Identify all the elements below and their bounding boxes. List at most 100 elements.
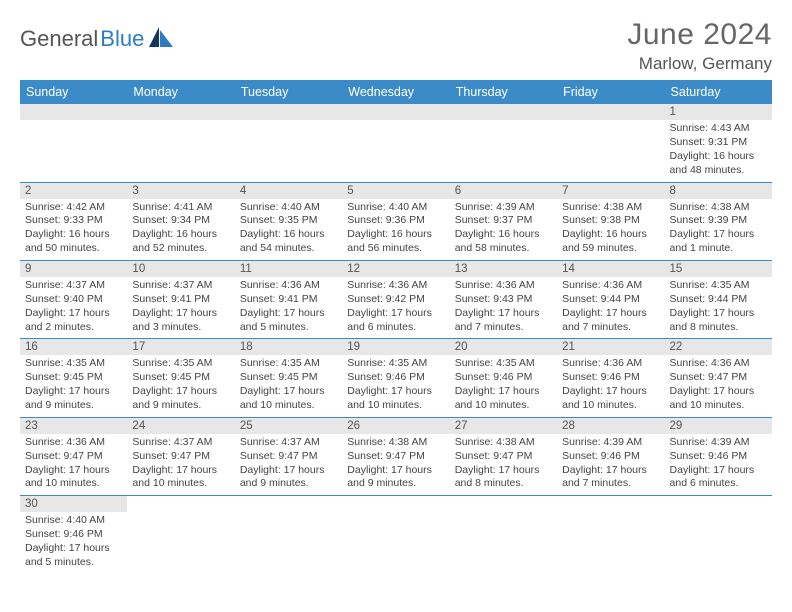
day-number xyxy=(127,104,234,120)
day-number xyxy=(342,104,449,120)
calendar-cell: 14Sunrise: 4:36 AMSunset: 9:44 PMDayligh… xyxy=(557,260,664,338)
calendar-cell xyxy=(450,104,557,182)
calendar-cell: 27Sunrise: 4:38 AMSunset: 9:47 PMDayligh… xyxy=(450,417,557,495)
day-number xyxy=(235,104,342,120)
day-number: 14 xyxy=(557,261,664,277)
day-number: 27 xyxy=(450,418,557,434)
day-number: 1 xyxy=(665,104,772,120)
title-block: June 2024 Marlow, Germany xyxy=(627,18,772,74)
day-info: Sunrise: 4:36 AMSunset: 9:47 PMDaylight:… xyxy=(665,355,772,416)
calendar-row: 30Sunrise: 4:40 AMSunset: 9:46 PMDayligh… xyxy=(20,496,772,574)
calendar-cell xyxy=(20,104,127,182)
calendar-cell xyxy=(342,104,449,182)
calendar-cell: 11Sunrise: 4:36 AMSunset: 9:41 PMDayligh… xyxy=(235,260,342,338)
day-number: 15 xyxy=(665,261,772,277)
day-info: Sunrise: 4:38 AMSunset: 9:38 PMDaylight:… xyxy=(557,199,664,260)
calendar-cell: 23Sunrise: 4:36 AMSunset: 9:47 PMDayligh… xyxy=(20,417,127,495)
calendar-cell: 24Sunrise: 4:37 AMSunset: 9:47 PMDayligh… xyxy=(127,417,234,495)
day-info: Sunrise: 4:38 AMSunset: 9:47 PMDaylight:… xyxy=(342,434,449,495)
day-info: Sunrise: 4:35 AMSunset: 9:45 PMDaylight:… xyxy=(235,355,342,416)
page-header: GeneralBlue June 2024 Marlow, Germany xyxy=(20,18,772,74)
day-number: 11 xyxy=(235,261,342,277)
calendar-row: 2Sunrise: 4:42 AMSunset: 9:33 PMDaylight… xyxy=(20,182,772,260)
day-number: 18 xyxy=(235,339,342,355)
calendar-cell: 16Sunrise: 4:35 AMSunset: 9:45 PMDayligh… xyxy=(20,339,127,417)
calendar-row: 16Sunrise: 4:35 AMSunset: 9:45 PMDayligh… xyxy=(20,339,772,417)
calendar-cell: 9Sunrise: 4:37 AMSunset: 9:40 PMDaylight… xyxy=(20,260,127,338)
day-info: Sunrise: 4:36 AMSunset: 9:44 PMDaylight:… xyxy=(557,277,664,338)
day-info: Sunrise: 4:37 AMSunset: 9:41 PMDaylight:… xyxy=(127,277,234,338)
day-number: 19 xyxy=(342,339,449,355)
day-number: 24 xyxy=(127,418,234,434)
calendar-cell: 8Sunrise: 4:38 AMSunset: 9:39 PMDaylight… xyxy=(665,182,772,260)
day-info: Sunrise: 4:37 AMSunset: 9:40 PMDaylight:… xyxy=(20,277,127,338)
calendar-table: SundayMondayTuesdayWednesdayThursdayFrid… xyxy=(20,80,772,574)
day-info: Sunrise: 4:35 AMSunset: 9:44 PMDaylight:… xyxy=(665,277,772,338)
day-number: 4 xyxy=(235,183,342,199)
calendar-cell xyxy=(127,104,234,182)
day-number xyxy=(20,104,127,120)
calendar-cell: 15Sunrise: 4:35 AMSunset: 9:44 PMDayligh… xyxy=(665,260,772,338)
calendar-cell: 21Sunrise: 4:36 AMSunset: 9:46 PMDayligh… xyxy=(557,339,664,417)
day-info: Sunrise: 4:36 AMSunset: 9:42 PMDaylight:… xyxy=(342,277,449,338)
day-number: 29 xyxy=(665,418,772,434)
calendar-cell: 7Sunrise: 4:38 AMSunset: 9:38 PMDaylight… xyxy=(557,182,664,260)
calendar-cell: 4Sunrise: 4:40 AMSunset: 9:35 PMDaylight… xyxy=(235,182,342,260)
day-number: 13 xyxy=(450,261,557,277)
day-info: Sunrise: 4:42 AMSunset: 9:33 PMDaylight:… xyxy=(20,199,127,260)
calendar-row: 9Sunrise: 4:37 AMSunset: 9:40 PMDaylight… xyxy=(20,260,772,338)
day-info: Sunrise: 4:37 AMSunset: 9:47 PMDaylight:… xyxy=(127,434,234,495)
calendar-cell: 20Sunrise: 4:35 AMSunset: 9:46 PMDayligh… xyxy=(450,339,557,417)
calendar-cell: 5Sunrise: 4:40 AMSunset: 9:36 PMDaylight… xyxy=(342,182,449,260)
calendar-cell: 12Sunrise: 4:36 AMSunset: 9:42 PMDayligh… xyxy=(342,260,449,338)
day-info: Sunrise: 4:36 AMSunset: 9:41 PMDaylight:… xyxy=(235,277,342,338)
month-title: June 2024 xyxy=(627,18,772,52)
weekday-header: Thursday xyxy=(450,80,557,104)
logo-sail-icon xyxy=(149,27,175,47)
calendar-cell: 22Sunrise: 4:36 AMSunset: 9:47 PMDayligh… xyxy=(665,339,772,417)
calendar-cell: 13Sunrise: 4:36 AMSunset: 9:43 PMDayligh… xyxy=(450,260,557,338)
day-number: 10 xyxy=(127,261,234,277)
day-number: 3 xyxy=(127,183,234,199)
day-info: Sunrise: 4:43 AMSunset: 9:31 PMDaylight:… xyxy=(665,120,772,181)
day-number: 16 xyxy=(20,339,127,355)
calendar-cell xyxy=(127,496,234,574)
calendar-cell xyxy=(450,496,557,574)
calendar-row: 1Sunrise: 4:43 AMSunset: 9:31 PMDaylight… xyxy=(20,104,772,182)
day-info: Sunrise: 4:41 AMSunset: 9:34 PMDaylight:… xyxy=(127,199,234,260)
day-number: 23 xyxy=(20,418,127,434)
day-info: Sunrise: 4:38 AMSunset: 9:47 PMDaylight:… xyxy=(450,434,557,495)
calendar-cell: 2Sunrise: 4:42 AMSunset: 9:33 PMDaylight… xyxy=(20,182,127,260)
calendar-cell: 19Sunrise: 4:35 AMSunset: 9:46 PMDayligh… xyxy=(342,339,449,417)
day-info: Sunrise: 4:35 AMSunset: 9:45 PMDaylight:… xyxy=(20,355,127,416)
day-number: 9 xyxy=(20,261,127,277)
weekday-header: Monday xyxy=(127,80,234,104)
day-number: 28 xyxy=(557,418,664,434)
day-number: 8 xyxy=(665,183,772,199)
day-number: 12 xyxy=(342,261,449,277)
calendar-cell: 10Sunrise: 4:37 AMSunset: 9:41 PMDayligh… xyxy=(127,260,234,338)
day-info: Sunrise: 4:39 AMSunset: 9:46 PMDaylight:… xyxy=(557,434,664,495)
day-number: 5 xyxy=(342,183,449,199)
day-number: 22 xyxy=(665,339,772,355)
day-info: Sunrise: 4:38 AMSunset: 9:39 PMDaylight:… xyxy=(665,199,772,260)
calendar-cell: 3Sunrise: 4:41 AMSunset: 9:34 PMDaylight… xyxy=(127,182,234,260)
day-info: Sunrise: 4:39 AMSunset: 9:46 PMDaylight:… xyxy=(665,434,772,495)
calendar-cell xyxy=(235,104,342,182)
calendar-cell xyxy=(235,496,342,574)
calendar-cell: 1Sunrise: 4:43 AMSunset: 9:31 PMDaylight… xyxy=(665,104,772,182)
day-number: 6 xyxy=(450,183,557,199)
calendar-cell: 25Sunrise: 4:37 AMSunset: 9:47 PMDayligh… xyxy=(235,417,342,495)
weekday-header: Friday xyxy=(557,80,664,104)
calendar-cell: 28Sunrise: 4:39 AMSunset: 9:46 PMDayligh… xyxy=(557,417,664,495)
weekday-header: Wednesday xyxy=(342,80,449,104)
day-number: 7 xyxy=(557,183,664,199)
calendar-cell xyxy=(557,496,664,574)
logo-word-b: Blue xyxy=(100,26,144,52)
day-info: Sunrise: 4:40 AMSunset: 9:36 PMDaylight:… xyxy=(342,199,449,260)
weekday-header: Sunday xyxy=(20,80,127,104)
calendar-cell xyxy=(342,496,449,574)
day-number: 20 xyxy=(450,339,557,355)
calendar-cell: 6Sunrise: 4:39 AMSunset: 9:37 PMDaylight… xyxy=(450,182,557,260)
day-info: Sunrise: 4:39 AMSunset: 9:37 PMDaylight:… xyxy=(450,199,557,260)
